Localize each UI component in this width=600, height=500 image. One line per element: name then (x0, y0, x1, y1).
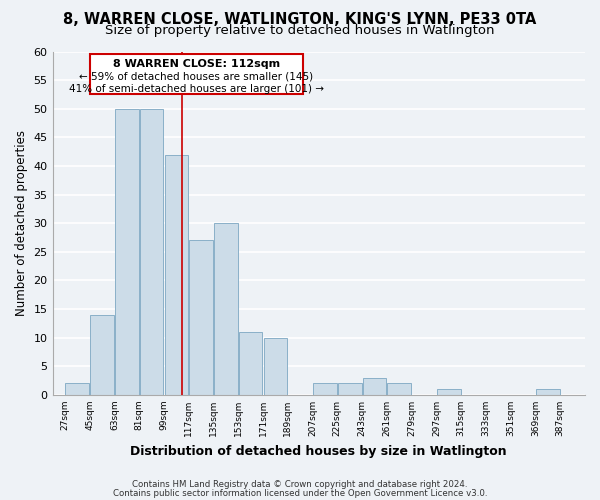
FancyBboxPatch shape (89, 54, 303, 94)
Text: Size of property relative to detached houses in Watlington: Size of property relative to detached ho… (105, 24, 495, 37)
Bar (338, 384, 362, 395)
Text: Contains HM Land Registry data © Crown copyright and database right 2024.: Contains HM Land Registry data © Crown c… (132, 480, 468, 489)
Bar (214, 223, 238, 395)
Bar (140, 108, 163, 395)
Y-axis label: Number of detached properties: Number of detached properties (15, 130, 28, 316)
Text: 41% of semi-detached houses are larger (101) →: 41% of semi-detached houses are larger (… (69, 84, 324, 94)
Bar (362, 378, 386, 395)
Bar (115, 108, 139, 395)
Bar (65, 384, 89, 395)
Text: 8, WARREN CLOSE, WATLINGTON, KING'S LYNN, PE33 0TA: 8, WARREN CLOSE, WATLINGTON, KING'S LYNN… (64, 12, 536, 28)
Bar (437, 389, 461, 395)
Bar (388, 384, 411, 395)
Bar (190, 240, 213, 395)
Text: ← 59% of detached houses are smaller (145): ← 59% of detached houses are smaller (14… (79, 72, 313, 82)
Bar (263, 338, 287, 395)
Text: Contains public sector information licensed under the Open Government Licence v3: Contains public sector information licen… (113, 488, 487, 498)
Text: 8 WARREN CLOSE: 112sqm: 8 WARREN CLOSE: 112sqm (113, 59, 280, 69)
Bar (164, 154, 188, 395)
Bar (90, 315, 114, 395)
Bar (313, 384, 337, 395)
X-axis label: Distribution of detached houses by size in Watlington: Distribution of detached houses by size … (130, 444, 507, 458)
Bar (239, 332, 262, 395)
Bar (536, 389, 560, 395)
